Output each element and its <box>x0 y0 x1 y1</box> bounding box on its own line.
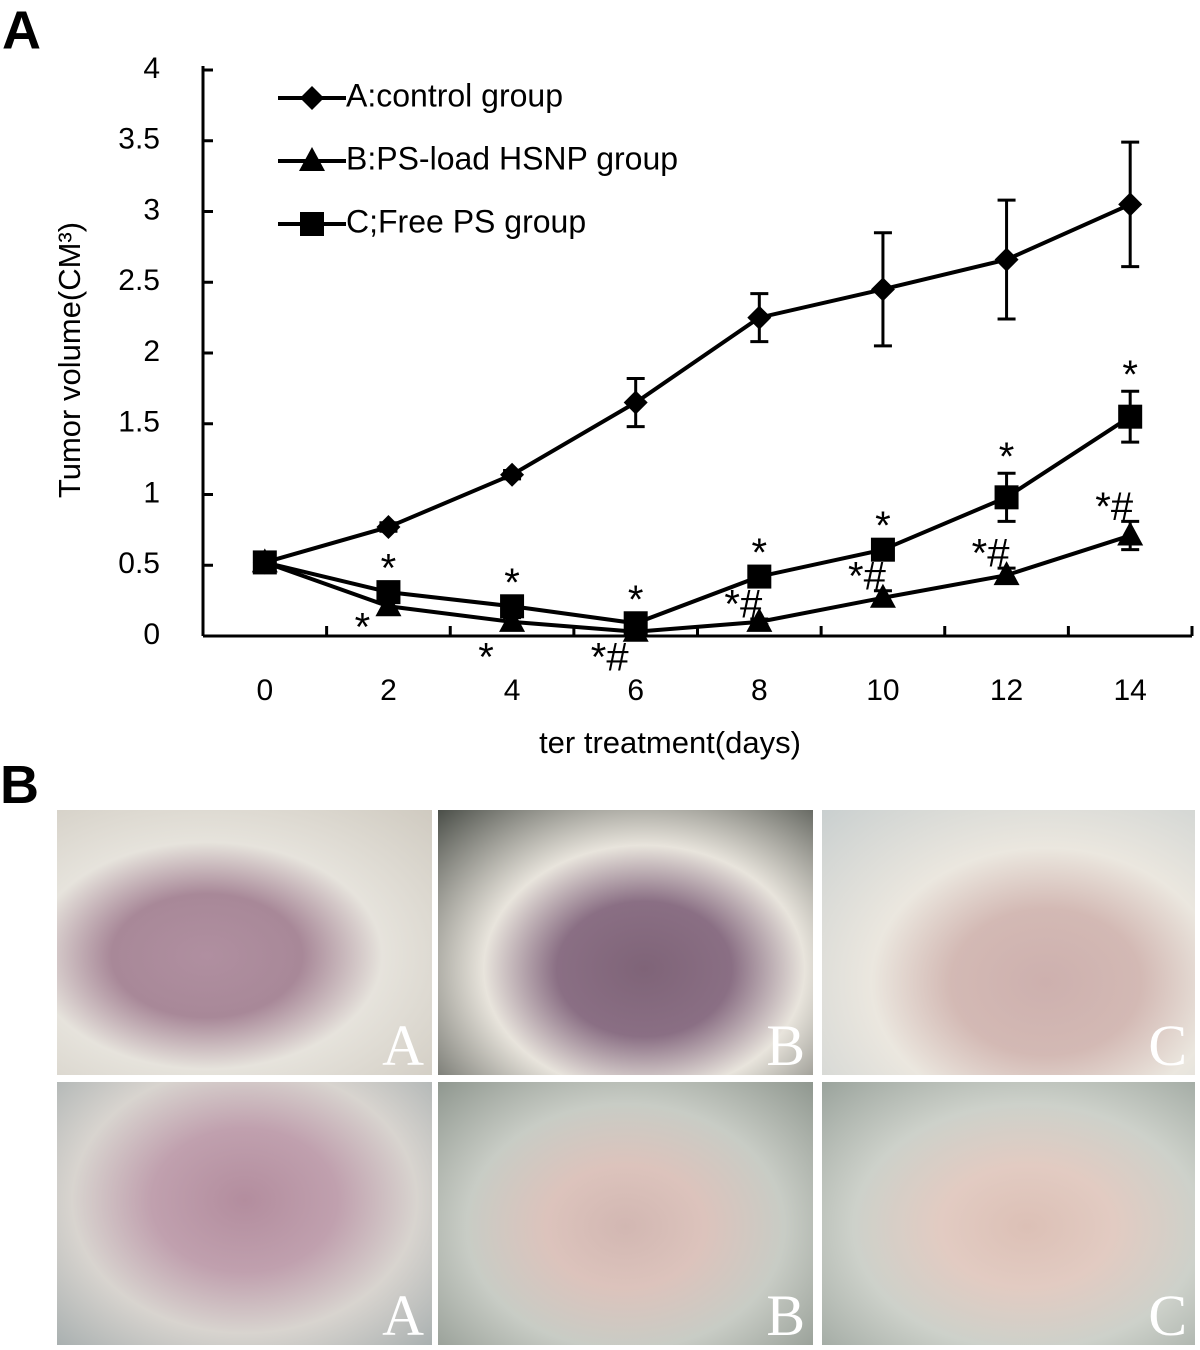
x-tick-label: 14 <box>1114 674 1147 707</box>
chart: A ter treatment(days) Tumor volume(CM³) … <box>2 0 1194 760</box>
legend-marker <box>300 212 324 236</box>
series-line <box>264 414 1132 626</box>
x-axis-label: ter treatment(days) <box>539 725 801 760</box>
data-point <box>994 247 1019 272</box>
data-point <box>747 564 772 589</box>
panel-label: B <box>0 755 39 815</box>
data-point <box>499 607 526 632</box>
photo-label: A <box>382 1013 424 1075</box>
x-tick-label: 0 <box>256 674 273 707</box>
data-point <box>746 607 773 632</box>
data-point <box>1117 521 1144 546</box>
series-line <box>264 202 1132 565</box>
photo-label: B <box>766 1013 805 1075</box>
significance-mark: *# <box>724 583 763 627</box>
data-point <box>1118 192 1143 217</box>
photo-label: C <box>1148 1283 1187 1345</box>
y-tick-label: 1 <box>143 476 160 509</box>
legend-marker <box>300 86 324 110</box>
x-tick-label: 10 <box>866 674 899 707</box>
photo: B <box>438 1082 813 1345</box>
y-tick-label: 3 <box>143 193 160 226</box>
x-tick-label: 2 <box>380 674 397 707</box>
significance-mark: * <box>478 636 494 680</box>
x-tick-label: 6 <box>627 674 644 707</box>
photo: B <box>438 810 813 1075</box>
photo: A <box>57 1082 432 1345</box>
data-point <box>747 305 772 330</box>
data-point <box>500 594 525 619</box>
photo-label: A <box>382 1283 424 1345</box>
data-point <box>1118 404 1143 429</box>
data-point <box>376 580 401 605</box>
data-point <box>623 611 648 636</box>
photo-label: C <box>1148 1013 1187 1075</box>
data-point <box>375 592 402 617</box>
y-tick-label: 2 <box>143 335 160 368</box>
data-point <box>376 515 401 540</box>
legend-label: B:PS-load HSNP group <box>346 140 678 176</box>
significance-mark: * <box>999 435 1015 479</box>
data-point <box>252 550 277 575</box>
legend-label: C;Free PS group <box>346 203 586 239</box>
legend-marker <box>299 147 325 171</box>
data-point <box>623 390 648 415</box>
data-point <box>870 537 895 562</box>
significance-mark: *# <box>1095 485 1134 529</box>
photo: C <box>822 810 1195 1075</box>
legend-label: A:control group <box>346 77 563 113</box>
data-point <box>869 583 896 608</box>
x-tick-label: 12 <box>990 674 1023 707</box>
series-line <box>264 533 1131 634</box>
data-point <box>500 462 525 487</box>
y-tick-label: 1.5 <box>118 406 160 439</box>
data-point <box>993 561 1020 586</box>
data-point <box>994 485 1019 510</box>
x-tick-label: 8 <box>751 674 768 707</box>
significance-mark: * <box>628 578 644 622</box>
significance-mark: * <box>875 504 891 548</box>
x-tick-label: 4 <box>504 674 521 707</box>
significance-mark: * <box>381 547 397 591</box>
y-tick-label: 0.5 <box>118 547 160 580</box>
photo: A <box>57 810 432 1075</box>
y-tick-label: 0 <box>143 618 160 651</box>
significance-mark: * <box>752 531 768 575</box>
photo: C <box>822 1082 1195 1345</box>
y-tick-label: 4 <box>143 52 160 85</box>
photo-label: B <box>766 1283 805 1345</box>
significance-mark: * <box>1122 353 1138 397</box>
panel-label: A <box>2 0 41 60</box>
significance-mark: * <box>504 561 520 605</box>
y-tick-label: 2.5 <box>118 264 160 297</box>
significance-mark: *# <box>972 532 1011 576</box>
significance-mark: *# <box>591 636 630 680</box>
significance-mark: * <box>355 606 371 650</box>
y-tick-label: 3.5 <box>118 123 160 156</box>
y-axis-label: Tumor volume(CM³) <box>52 222 87 498</box>
data-point <box>870 277 895 302</box>
